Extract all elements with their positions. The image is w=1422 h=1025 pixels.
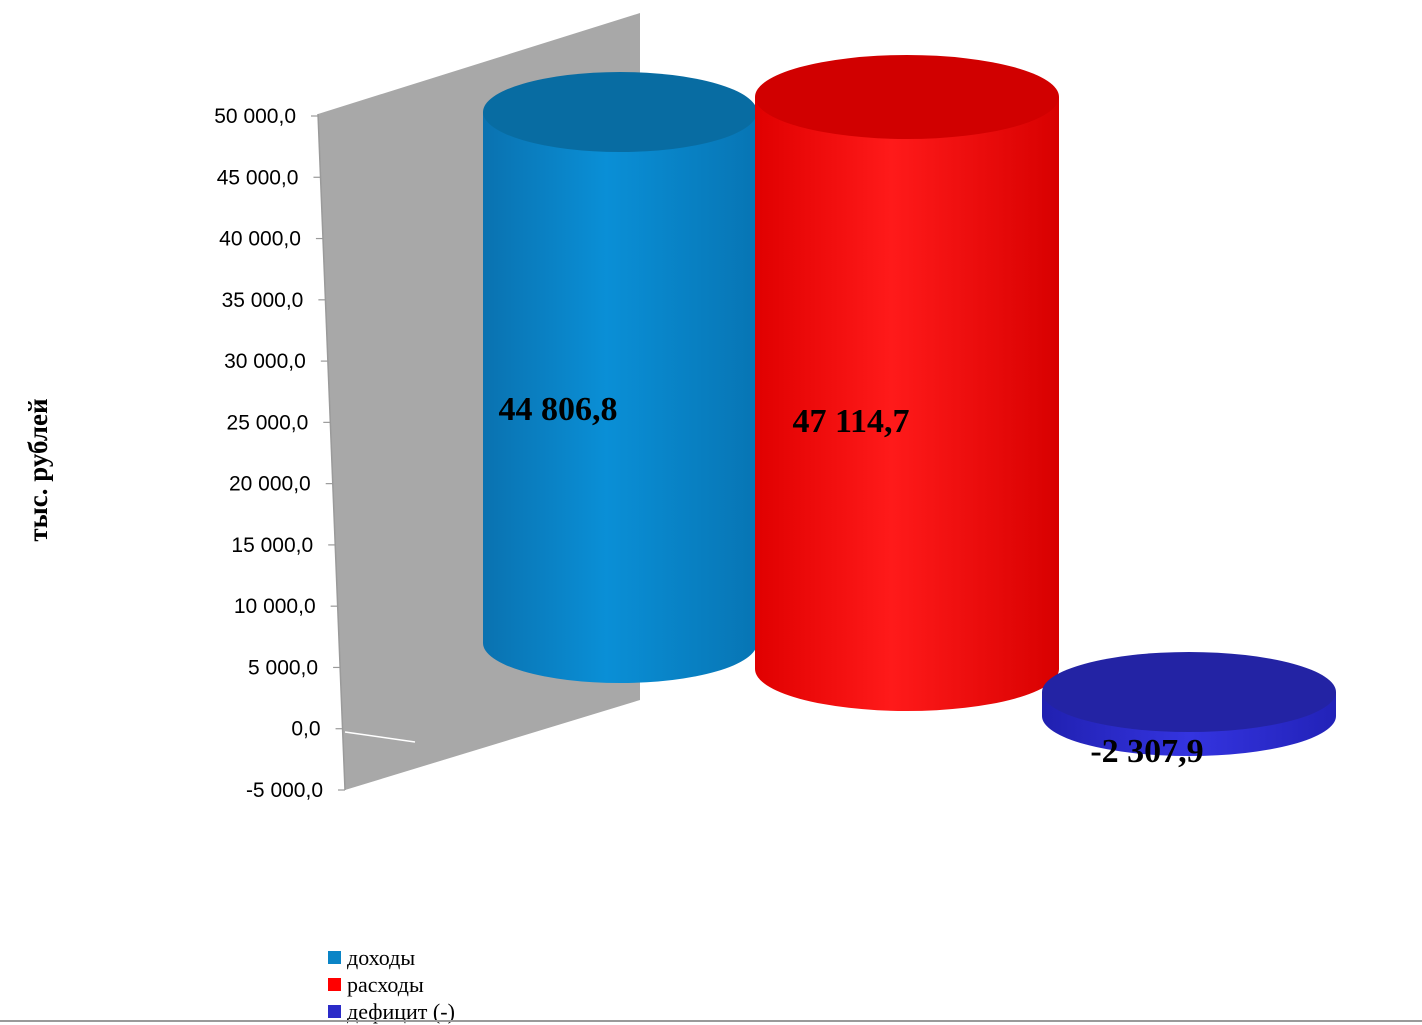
bar-deficit: [1042, 652, 1336, 757]
bar-expenses: [755, 55, 1059, 711]
y-tick-label: -5 000,0: [246, 779, 323, 802]
legend-label-expenses: расходы: [347, 972, 424, 997]
legend-label-deficit: дефицит (-): [347, 999, 455, 1024]
y-axis-line: [317, 113, 346, 791]
legend-label-income: доходы: [347, 945, 416, 970]
legend: доходы расходы дефицит (-): [328, 944, 455, 1025]
legend-item-deficit: дефицит (-): [328, 998, 455, 1025]
y-tick-label: 5 000,0: [248, 656, 318, 679]
legend-swatch-income: [328, 951, 341, 964]
data-labels: 44 806,8 47 114,7 -2 307,9: [499, 391, 1204, 770]
y-tick-label: 25 000,0: [227, 411, 309, 434]
y-tick-label: 35 000,0: [222, 289, 304, 312]
legend-item-income: доходы: [328, 944, 455, 971]
bar-top-cap: [755, 55, 1059, 139]
legend-item-expenses: расходы: [328, 971, 455, 998]
y-tick-label: 40 000,0: [219, 228, 301, 251]
y-tick-label: 10 000,0: [234, 595, 316, 618]
bars: [483, 55, 1336, 757]
data-label-expenses: 47 114,7: [792, 403, 909, 440]
y-tick-label: 30 000,0: [224, 350, 306, 373]
bar-body: [755, 97, 1059, 711]
y-tick-label: 50 000,0: [214, 105, 296, 128]
y-axis-title: тыс. рублей: [23, 398, 53, 541]
y-tick-label: 0,0: [291, 718, 320, 741]
data-label-deficit: -2 307,9: [1090, 733, 1203, 770]
y-tick-label: 15 000,0: [231, 534, 313, 557]
y-axis: 50 000,0 45 000,0 40 000,0 35 000,0 30 000,0…: [214, 105, 345, 802]
bar-body: [483, 112, 757, 683]
y-tick-label: 45 000,0: [217, 166, 299, 189]
bar-income: [483, 72, 757, 683]
bar-top-cap: [483, 72, 757, 152]
bottom-rule: [0, 1020, 1422, 1022]
legend-swatch-deficit: [328, 1005, 341, 1018]
bar-top-cap: [1042, 652, 1336, 732]
legend-swatch-expenses: [328, 978, 341, 991]
data-label-income: 44 806,8: [499, 391, 618, 428]
zero-baseline: [344, 731, 416, 743]
y-tick-label: 20 000,0: [229, 473, 311, 496]
